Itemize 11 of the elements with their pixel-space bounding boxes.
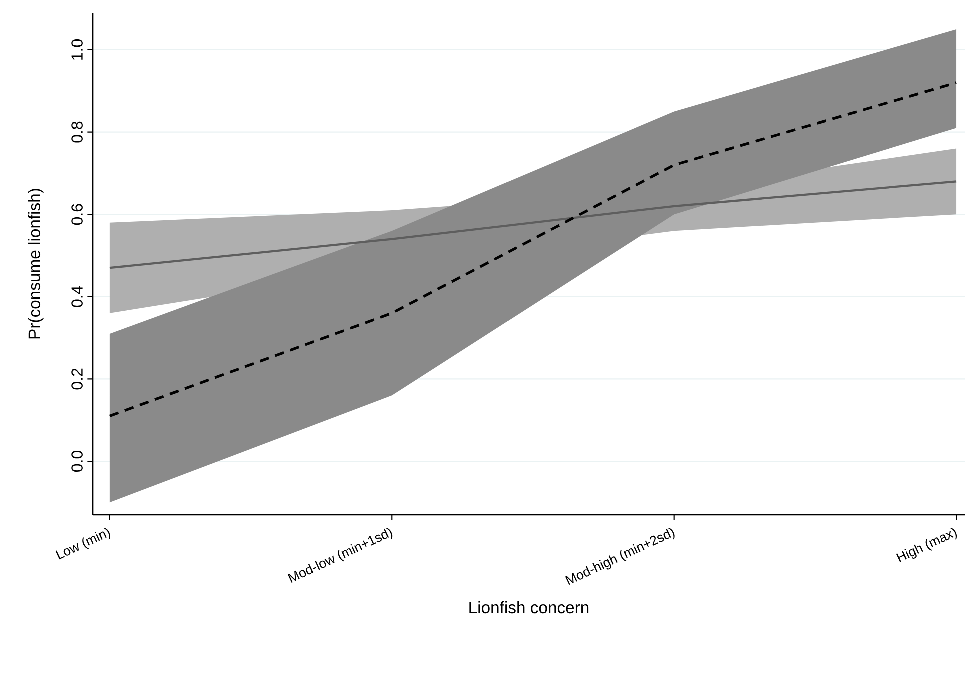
y-tick-label: 1.0 (72, 40, 83, 60)
x-tick-label: Low (min) (56, 528, 110, 560)
y-axis-title: Pr(consume lionfish) (28, 189, 44, 339)
y-tick-label: 0.6 (72, 204, 83, 226)
y-tick-label: 0.8 (72, 122, 83, 143)
y-tick-label: 0.0 (72, 450, 83, 472)
y-tick-label: 0.4 (72, 286, 83, 308)
line-series (108, 180, 958, 270)
y-tick-label: 0.2 (72, 368, 83, 390)
line-series (108, 82, 958, 418)
x-axis-title: Lionfish concern (470, 601, 589, 614)
